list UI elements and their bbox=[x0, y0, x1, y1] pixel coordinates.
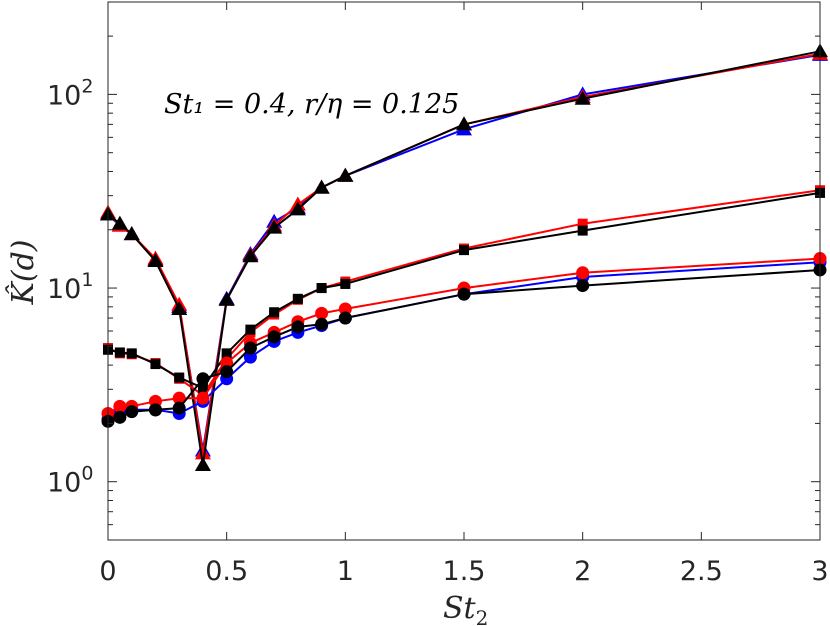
data-point-squares-black-1 bbox=[114, 347, 125, 358]
series-circles-black bbox=[101, 263, 827, 428]
x-tick-label-2: 1 bbox=[337, 556, 354, 587]
data-point-squares-black-12 bbox=[459, 245, 469, 256]
data-point-circles-black-10 bbox=[315, 317, 329, 331]
data-point-squares-black-7 bbox=[245, 324, 256, 335]
data-point-triangles-black-9 bbox=[289, 201, 306, 216]
data-point-circles-black-12 bbox=[457, 287, 471, 301]
data-point-squares-black-8 bbox=[269, 307, 280, 318]
data-point-triangles-black-2 bbox=[123, 226, 140, 241]
data-point-triangles-black-11 bbox=[337, 167, 354, 182]
x-tick-label-4: 2 bbox=[574, 556, 591, 587]
data-point-squares-red-13 bbox=[577, 218, 588, 229]
y-tick-base-2: 10 bbox=[47, 80, 81, 111]
data-point-circles-black-11 bbox=[338, 311, 352, 325]
data-point-circles-black-13 bbox=[576, 279, 590, 293]
data-point-squares-black-4 bbox=[174, 372, 185, 383]
data-point-squares-black-3 bbox=[150, 359, 161, 370]
data-point-triangles-black-1 bbox=[111, 215, 128, 230]
data-point-triangles-black-3 bbox=[147, 252, 164, 267]
data-point-squares-black-13 bbox=[577, 225, 588, 236]
data-point-circles-black-3 bbox=[148, 403, 162, 417]
data-point-circles-red-13 bbox=[576, 266, 590, 280]
data-point-triangles-black-6 bbox=[218, 291, 235, 306]
y-tick-exponent-2: 2 bbox=[81, 75, 93, 97]
data-point-circles-black-5 bbox=[196, 372, 210, 386]
data-point-circles-red-5 bbox=[196, 391, 210, 405]
y-tick-label-2: 102 bbox=[47, 75, 93, 111]
data-point-circles-black-6 bbox=[220, 365, 234, 379]
x-axis-label-main: St bbox=[443, 591, 477, 626]
annotation-text: St₁ = 0.4, r/η = 0.125 bbox=[164, 89, 459, 120]
x-tick-label-0: 0 bbox=[99, 556, 116, 587]
x-axis-label-subscript: 2 bbox=[476, 606, 489, 626]
data-point-triangles-black-7 bbox=[242, 248, 259, 263]
x-tick-label-3: 1.5 bbox=[443, 556, 486, 587]
y-tick-base-1: 10 bbox=[47, 274, 81, 305]
y-tick-label-1: 101 bbox=[47, 269, 93, 305]
data-point-circles-black-2 bbox=[125, 405, 139, 419]
y-axis-label: K̂(d) bbox=[6, 239, 41, 305]
y-tick-base-0: 10 bbox=[47, 468, 81, 499]
data-point-circles-red-11 bbox=[338, 302, 352, 316]
data-point-squares-black-2 bbox=[126, 348, 137, 359]
data-point-circles-red-1 bbox=[113, 399, 127, 413]
data-point-squares-black-9 bbox=[292, 293, 303, 304]
data-point-squares-black-11 bbox=[340, 278, 351, 289]
data-point-circles-black-4 bbox=[172, 401, 186, 415]
data-point-circles-black-7 bbox=[243, 341, 257, 355]
y-tick-exponent-0: 0 bbox=[81, 463, 93, 485]
data-point-triangles-black-13 bbox=[574, 90, 591, 105]
x-tick-label-1: 0.5 bbox=[205, 556, 248, 587]
plot-area bbox=[108, 2, 820, 540]
label-layer: St₁ = 0.4, r/η = 0.125 St2 K̂(d) bbox=[6, 89, 489, 626]
data-point-circles-red-4 bbox=[172, 391, 186, 405]
data-point-squares-black-6 bbox=[221, 348, 232, 359]
series-layer bbox=[100, 43, 828, 471]
data-point-squares-black-5 bbox=[197, 382, 208, 393]
data-point-triangles-black-12 bbox=[456, 116, 472, 131]
data-point-triangles-black-8 bbox=[266, 219, 283, 234]
x-axis-label: St2 bbox=[443, 591, 488, 626]
data-point-triangles-black-5 bbox=[194, 456, 211, 471]
data-point-triangles-black-4 bbox=[171, 300, 188, 315]
data-point-triangles-black-10 bbox=[313, 179, 330, 194]
y-tick-label-0: 100 bbox=[47, 463, 93, 499]
y-tick-exponent-1: 1 bbox=[81, 269, 93, 291]
data-point-circles-red-10 bbox=[315, 306, 329, 320]
data-point-circles-black-1 bbox=[113, 410, 127, 424]
data-point-circles-blue-7 bbox=[243, 350, 257, 364]
data-point-squares-black-10 bbox=[316, 283, 327, 294]
data-point-triangles-red-5 bbox=[194, 445, 211, 460]
x-tick-label-6: 3 bbox=[811, 556, 828, 587]
data-point-circles-black-8 bbox=[267, 330, 281, 344]
series-triangles-black bbox=[100, 43, 828, 471]
data-point-circles-black-9 bbox=[291, 320, 305, 334]
x-tick-label-5: 2.5 bbox=[680, 556, 723, 587]
